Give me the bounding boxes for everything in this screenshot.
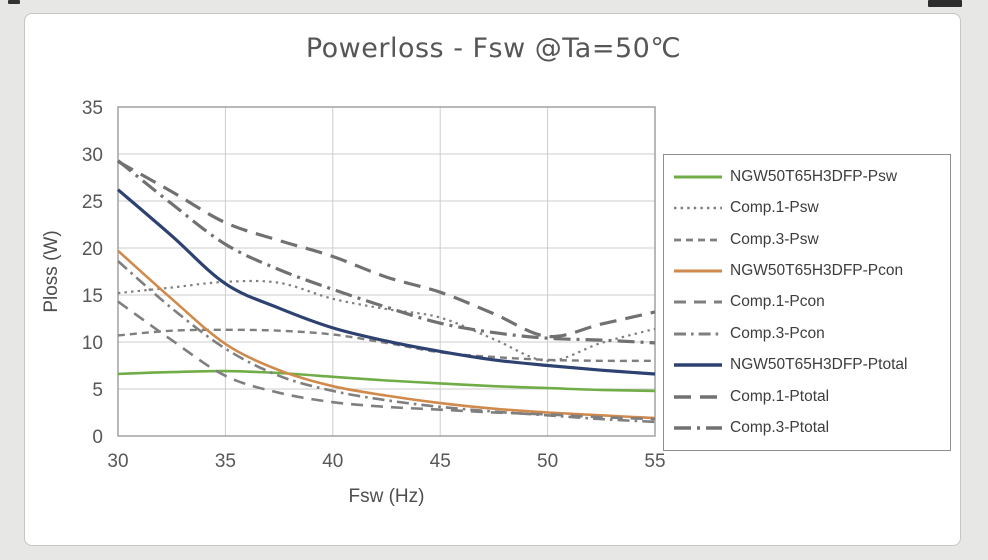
y-tick-label: 5 (92, 380, 103, 401)
legend-line-swatch (674, 332, 722, 336)
y-tick-label: 0 (92, 427, 103, 448)
legend-item-NGW50T65H3DFP-Psw: NGW50T65H3DFP-Psw (674, 168, 940, 186)
legend-line-swatch (674, 206, 722, 210)
legend-label: Comp.1-Ptotal (730, 387, 830, 405)
x-tick-label: 50 (537, 451, 558, 472)
legend-line-swatch (674, 426, 722, 430)
series-NGW50T65H3DFP-Pcon (117, 249, 656, 420)
x-axis-title: Fsw (Hz) (349, 486, 425, 507)
y-axis-ticks: 0 5 10 15 20 25 30 35 (82, 98, 103, 448)
y-axis-title: Ploss (W) (41, 230, 62, 312)
series-NGW50T65H3DFP-Psw (117, 369, 656, 393)
legend-line-swatch (674, 238, 722, 241)
series-NGW50T65H3DFP-Ptotal (116, 188, 656, 376)
x-tick-label: 30 (107, 451, 128, 472)
legend-label: NGW50T65H3DFP-Pcon (730, 262, 904, 280)
legend-item-Comp.1-Ptotal: Comp.1-Ptotal (674, 388, 940, 406)
legend-box: NGW50T65H3DFP-Psw Comp.1-Psw Comp.3-Psw NGW… (663, 154, 951, 451)
y-tick-label: 10 (82, 333, 103, 354)
legend-item-NGW50T65H3DFP-Pcon: NGW50T65H3DFP-Pcon (674, 262, 940, 280)
legend-label: Comp.1-Pcon (730, 293, 825, 311)
legend-item-Comp.1-Psw: Comp.1-Psw (674, 199, 940, 217)
legend-label: Comp.3-Ptotal (730, 419, 830, 437)
plot-border (117, 106, 656, 437)
y-tick-label: 30 (82, 145, 103, 166)
series-Comp.1-Psw (117, 279, 656, 362)
gridlines (117, 106, 656, 437)
legend-label: Comp.3-Psw (730, 230, 819, 248)
x-tick-label: 45 (430, 451, 451, 472)
legend-line-swatch (674, 300, 722, 304)
legend-item-Comp.1-Pcon: Comp.1-Pcon (674, 293, 940, 311)
legend-line-swatch (674, 269, 722, 273)
series-Comp.1-Ptotal (117, 160, 656, 339)
legend-line-swatch (674, 363, 722, 368)
legend-label: Comp.3-Pcon (730, 324, 825, 342)
legend-line-swatch (674, 175, 722, 179)
x-axis-ticks: 30 35 40 45 50 55 (107, 451, 665, 472)
series-Comp.3-Psw (117, 328, 656, 363)
legend-label: NGW50T65H3DFP-Psw (730, 167, 898, 185)
x-tick-label: 55 (644, 451, 665, 472)
legend-label: NGW50T65H3DFP-Ptotal (730, 356, 908, 374)
legend-item-Comp.3-Ptotal: Comp.3-Ptotal (674, 419, 940, 437)
legend-item-NGW50T65H3DFP-Ptotal: NGW50T65H3DFP-Ptotal (674, 356, 940, 374)
legend-label: Comp.1-Psw (730, 199, 819, 217)
legend-line-swatch (674, 395, 722, 399)
crop-artifact-right (928, 0, 962, 7)
legend-item-Comp.3-Psw: Comp.3-Psw (674, 231, 940, 249)
x-tick-label: 40 (322, 451, 343, 472)
series-Comp.3-Pcon (117, 260, 656, 424)
series-Comp.3-Ptotal (116, 159, 656, 345)
x-tick-label: 35 (215, 451, 236, 472)
y-tick-label: 20 (82, 239, 103, 260)
crop-artifact-left (8, 0, 20, 4)
chart-title: Powerloss - Fsw @Ta=50℃ (305, 33, 682, 64)
y-tick-label: 15 (82, 286, 103, 307)
y-tick-label: 35 (82, 98, 103, 119)
y-tick-label: 25 (82, 192, 103, 213)
legend-item-Comp.3-Pcon: Comp.3-Pcon (674, 325, 940, 343)
